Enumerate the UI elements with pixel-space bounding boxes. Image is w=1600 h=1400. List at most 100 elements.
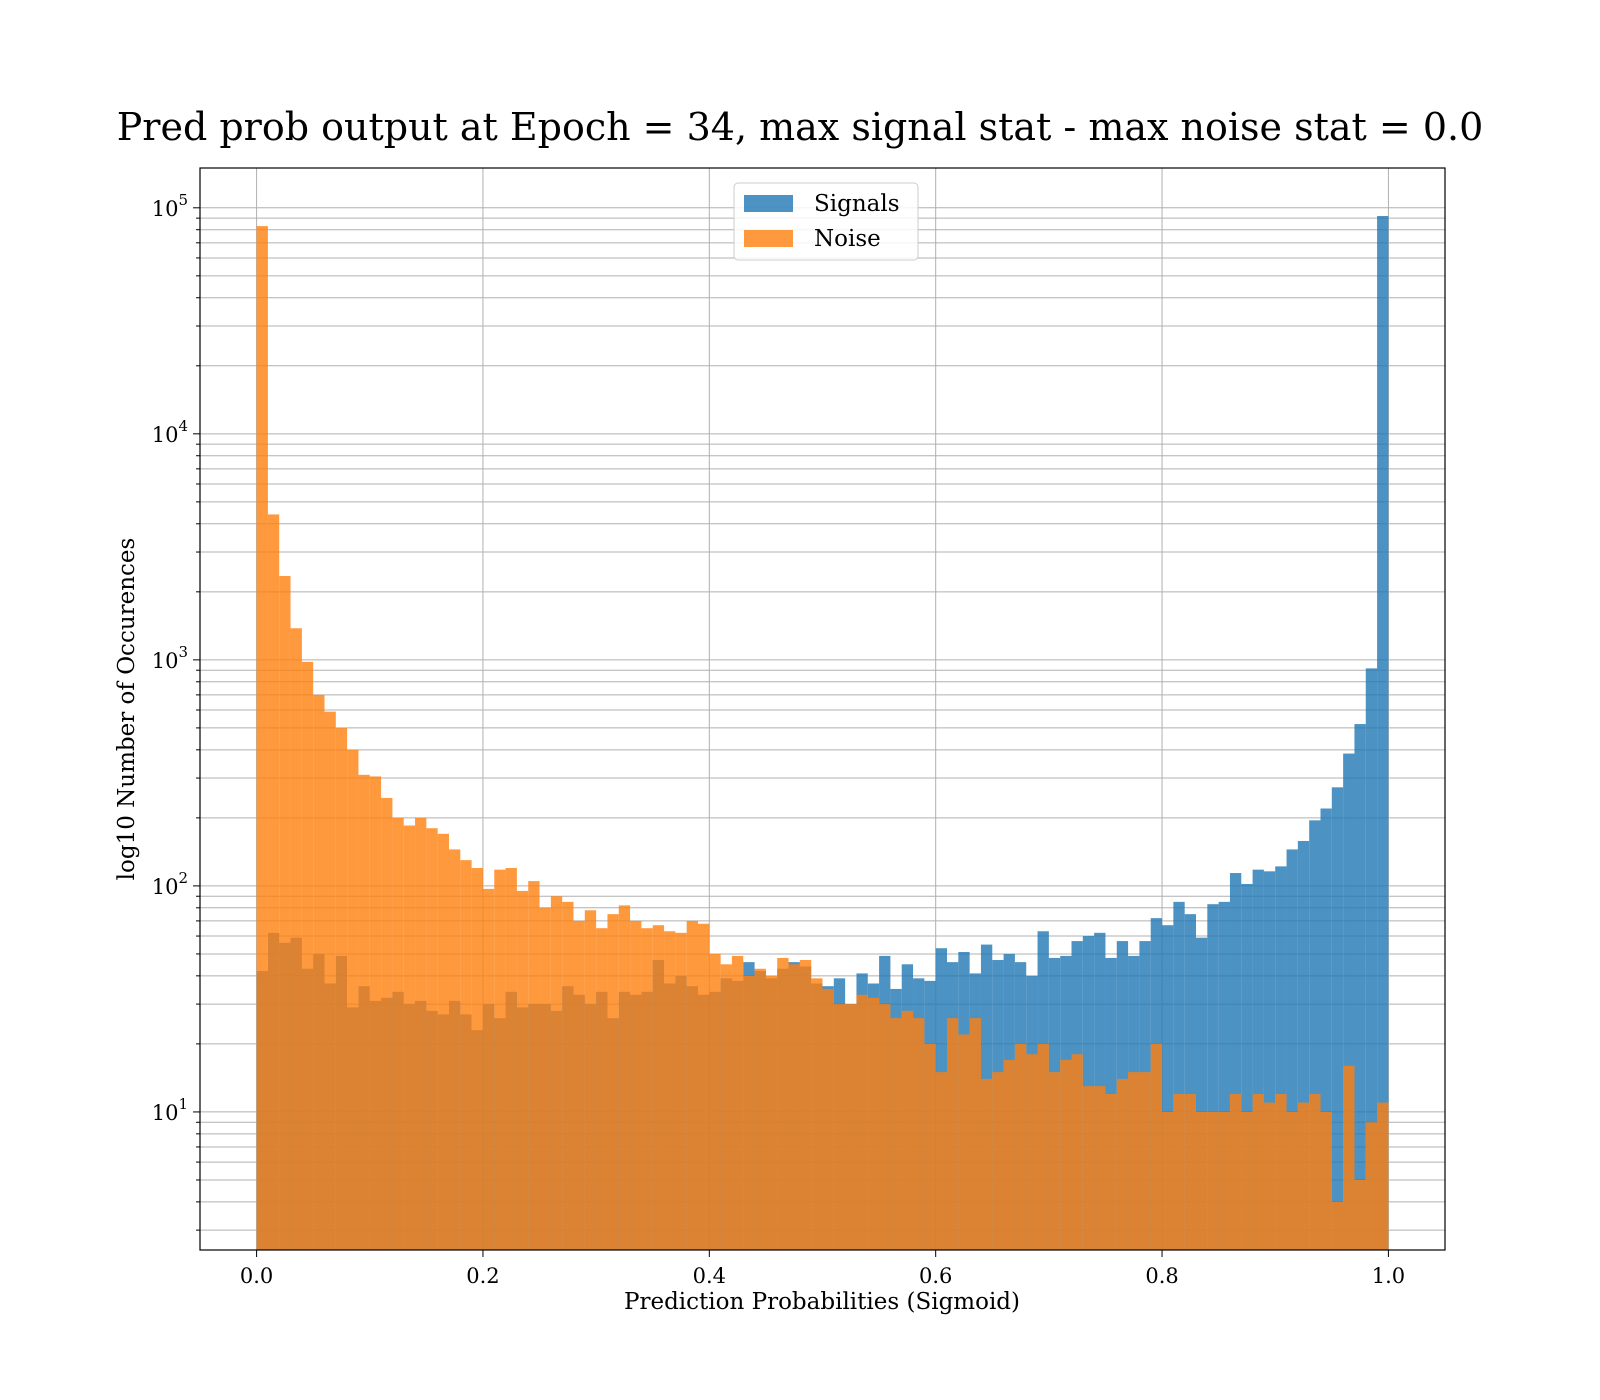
noise-bar xyxy=(958,1034,970,1250)
noise-bar xyxy=(1241,1111,1253,1250)
noise-bar xyxy=(698,923,710,1250)
noise-bar xyxy=(1320,1111,1332,1250)
chart-title: Pred prob output at Epoch = 34, max sign… xyxy=(117,105,1484,149)
noise-bar xyxy=(550,896,563,1250)
signals-bar xyxy=(1252,869,1264,1250)
noise-bar xyxy=(664,931,676,1250)
noise-bar xyxy=(879,1004,891,1250)
noise-bar xyxy=(799,960,812,1250)
noise-bar xyxy=(403,825,416,1250)
noise-bar xyxy=(381,797,393,1250)
noise-bar xyxy=(811,978,823,1250)
noise-bar xyxy=(562,901,574,1250)
noise-bar xyxy=(1354,1179,1366,1250)
noise-bar xyxy=(1026,1054,1038,1250)
noise-bar xyxy=(1150,1043,1163,1250)
noise-bar xyxy=(924,1043,936,1250)
noise-bar xyxy=(290,628,302,1250)
signals-bar xyxy=(1196,937,1208,1250)
noise-bar xyxy=(437,833,449,1250)
signals-legend-swatch xyxy=(744,195,793,212)
noise-bar xyxy=(765,975,778,1250)
noise-bar xyxy=(279,575,291,1250)
signals-bar xyxy=(1309,820,1321,1250)
signals-legend-label: Signals xyxy=(814,191,900,217)
noise-bar xyxy=(596,928,608,1250)
noise-bar xyxy=(1139,1072,1151,1250)
noise-bar xyxy=(584,910,597,1250)
noise-legend-swatch xyxy=(744,230,793,247)
noise-bar xyxy=(743,975,755,1250)
noise-bar xyxy=(686,920,698,1250)
noise-bar xyxy=(1003,1059,1015,1250)
noise-bar xyxy=(947,1018,959,1250)
noise-bar xyxy=(992,1072,1004,1250)
noise-bar xyxy=(1309,1094,1321,1250)
noise-bar xyxy=(652,925,665,1250)
noise-bar xyxy=(1331,1201,1344,1250)
noise-bar xyxy=(516,890,529,1250)
noise-bar xyxy=(460,860,472,1250)
noise-bar xyxy=(641,928,653,1250)
noise-legend-label: Noise xyxy=(814,226,881,252)
y-tick-label: 102 xyxy=(152,869,188,899)
signals-bar xyxy=(1343,753,1355,1250)
noise-bar xyxy=(901,1010,914,1250)
x-tick-label: 0.0 xyxy=(240,1264,273,1288)
noise-bar xyxy=(1184,1094,1196,1250)
x-axis-label: Prediction Probabilities (Sigmoid) xyxy=(624,1289,1020,1315)
x-axis-ticks: 0.0 0.2 0.4 0.6 0.8 1.0 xyxy=(240,1250,1405,1288)
noise-bar xyxy=(347,749,359,1250)
noise-bar xyxy=(1116,1078,1129,1250)
x-tick-label: 0.4 xyxy=(693,1264,726,1288)
y-tick-label: 105 xyxy=(152,191,188,221)
signals-bar xyxy=(1162,925,1174,1250)
noise-bars xyxy=(256,226,1389,1251)
noise-bar xyxy=(426,828,438,1250)
legend: Signals Noise xyxy=(733,182,919,261)
noise-bar xyxy=(618,905,631,1250)
noise-bar xyxy=(1229,1094,1242,1250)
noise-bar xyxy=(731,955,744,1250)
signals-bar xyxy=(1241,883,1253,1250)
noise-bar xyxy=(890,1018,902,1250)
noise-bar xyxy=(528,881,540,1250)
signals-bar xyxy=(1297,840,1310,1250)
noise-bar xyxy=(969,1018,981,1250)
noise-bar xyxy=(1377,1102,1389,1250)
noise-bar xyxy=(607,914,619,1250)
signals-bar xyxy=(1229,873,1242,1250)
signals-bar xyxy=(1377,215,1389,1251)
signals-bar xyxy=(1184,914,1196,1250)
signals-bar xyxy=(1263,871,1276,1250)
signals-bar xyxy=(1275,866,1287,1250)
noise-bar xyxy=(1048,1072,1061,1250)
noise-bar xyxy=(1343,1065,1355,1250)
noise-bar xyxy=(1263,1102,1276,1250)
noise-bar xyxy=(1173,1094,1185,1250)
noise-bar xyxy=(1105,1094,1117,1250)
noise-bar xyxy=(1252,1094,1264,1250)
signals-bar xyxy=(1286,849,1298,1250)
noise-bar xyxy=(777,957,789,1250)
noise-bar xyxy=(369,776,382,1250)
noise-bar xyxy=(392,817,404,1250)
noise-bar xyxy=(1365,1122,1378,1250)
signals-bar xyxy=(1173,901,1185,1250)
noise-bar xyxy=(630,920,642,1250)
noise-bar xyxy=(471,868,483,1250)
noise-bar xyxy=(539,907,551,1250)
noise-bar xyxy=(1082,1086,1095,1250)
noise-bar xyxy=(324,711,336,1250)
x-tick-label: 0.6 xyxy=(919,1264,952,1288)
plot-frame xyxy=(199,167,1446,1251)
noise-bar xyxy=(980,1078,993,1250)
signals-bar xyxy=(1207,904,1219,1250)
noise-bar xyxy=(1196,1111,1208,1250)
noise-bar xyxy=(335,727,348,1250)
noise-bar xyxy=(1275,1094,1287,1250)
noise-bar xyxy=(505,868,517,1250)
noise-bar xyxy=(675,932,687,1250)
noise-bar xyxy=(415,817,427,1250)
